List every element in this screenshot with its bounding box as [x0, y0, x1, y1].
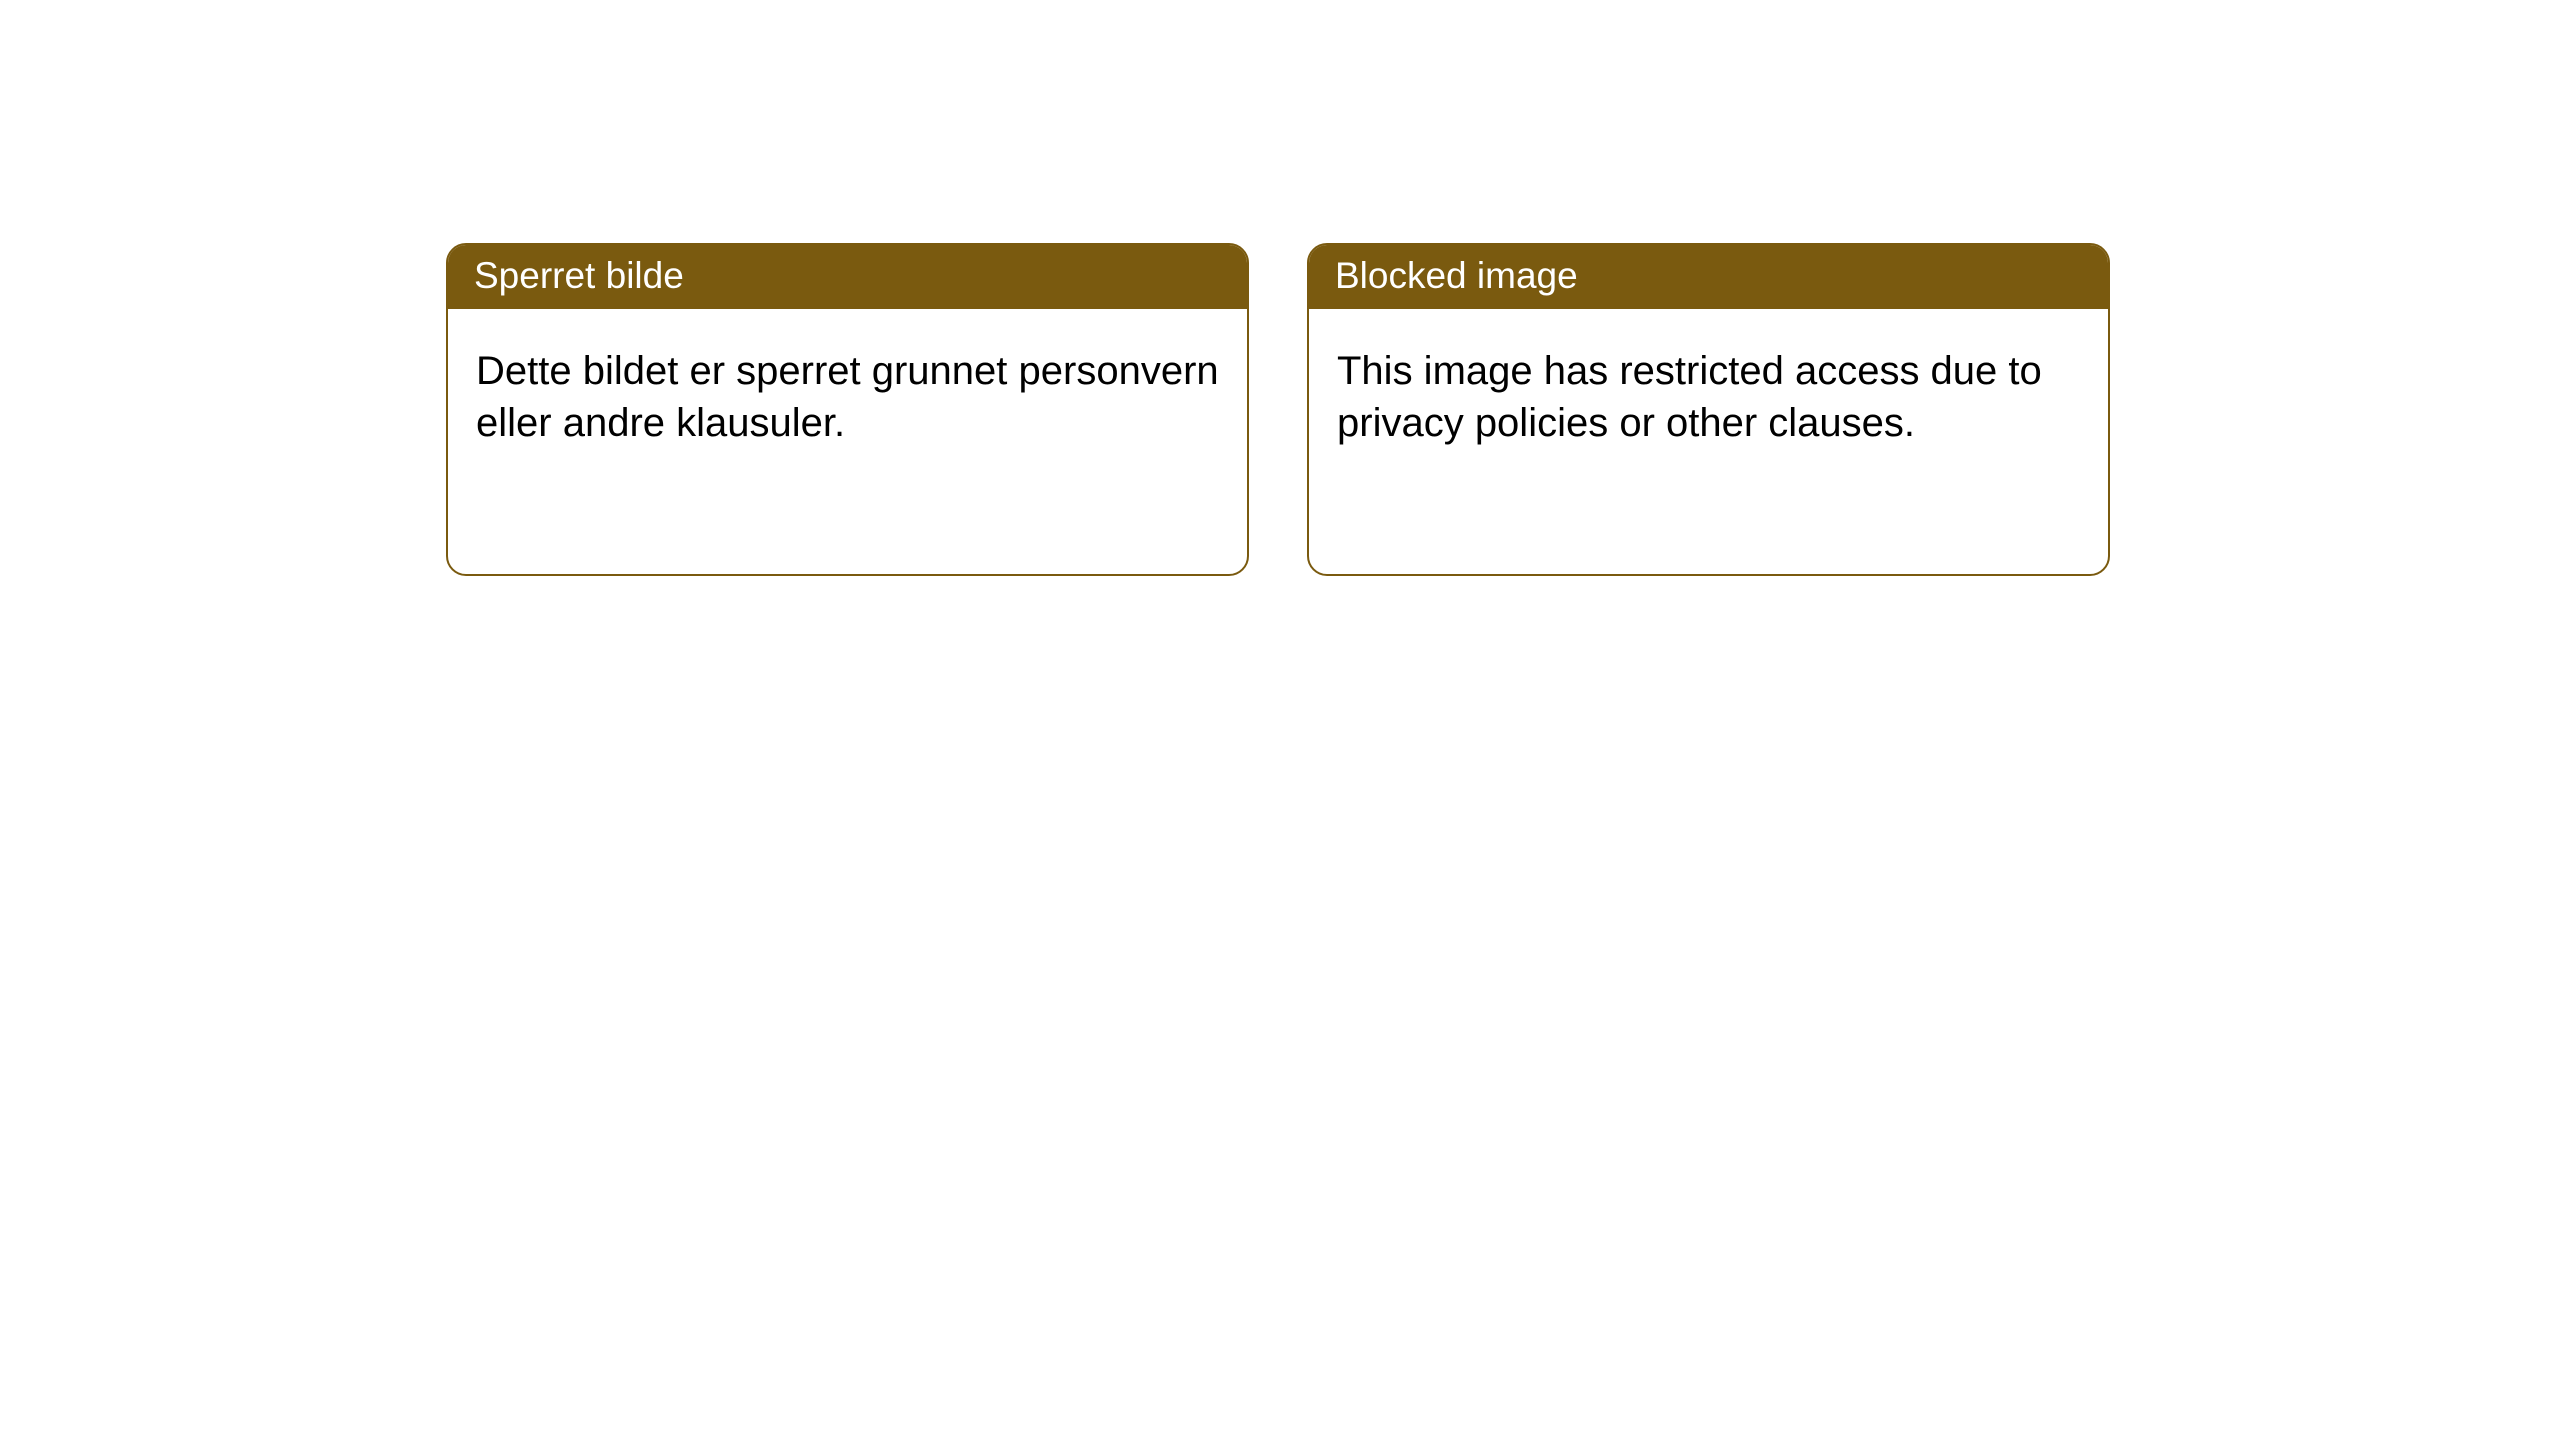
card-header-no: Sperret bilde [448, 245, 1247, 309]
card-header-en: Blocked image [1309, 245, 2108, 309]
blocked-image-card-en: Blocked image This image has restricted … [1307, 243, 2110, 576]
card-body-no: Dette bildet er sperret grunnet personve… [448, 309, 1247, 485]
card-body-en: This image has restricted access due to … [1309, 309, 2108, 485]
notice-container: Sperret bilde Dette bildet er sperret gr… [0, 0, 2560, 576]
blocked-image-card-no: Sperret bilde Dette bildet er sperret gr… [446, 243, 1249, 576]
